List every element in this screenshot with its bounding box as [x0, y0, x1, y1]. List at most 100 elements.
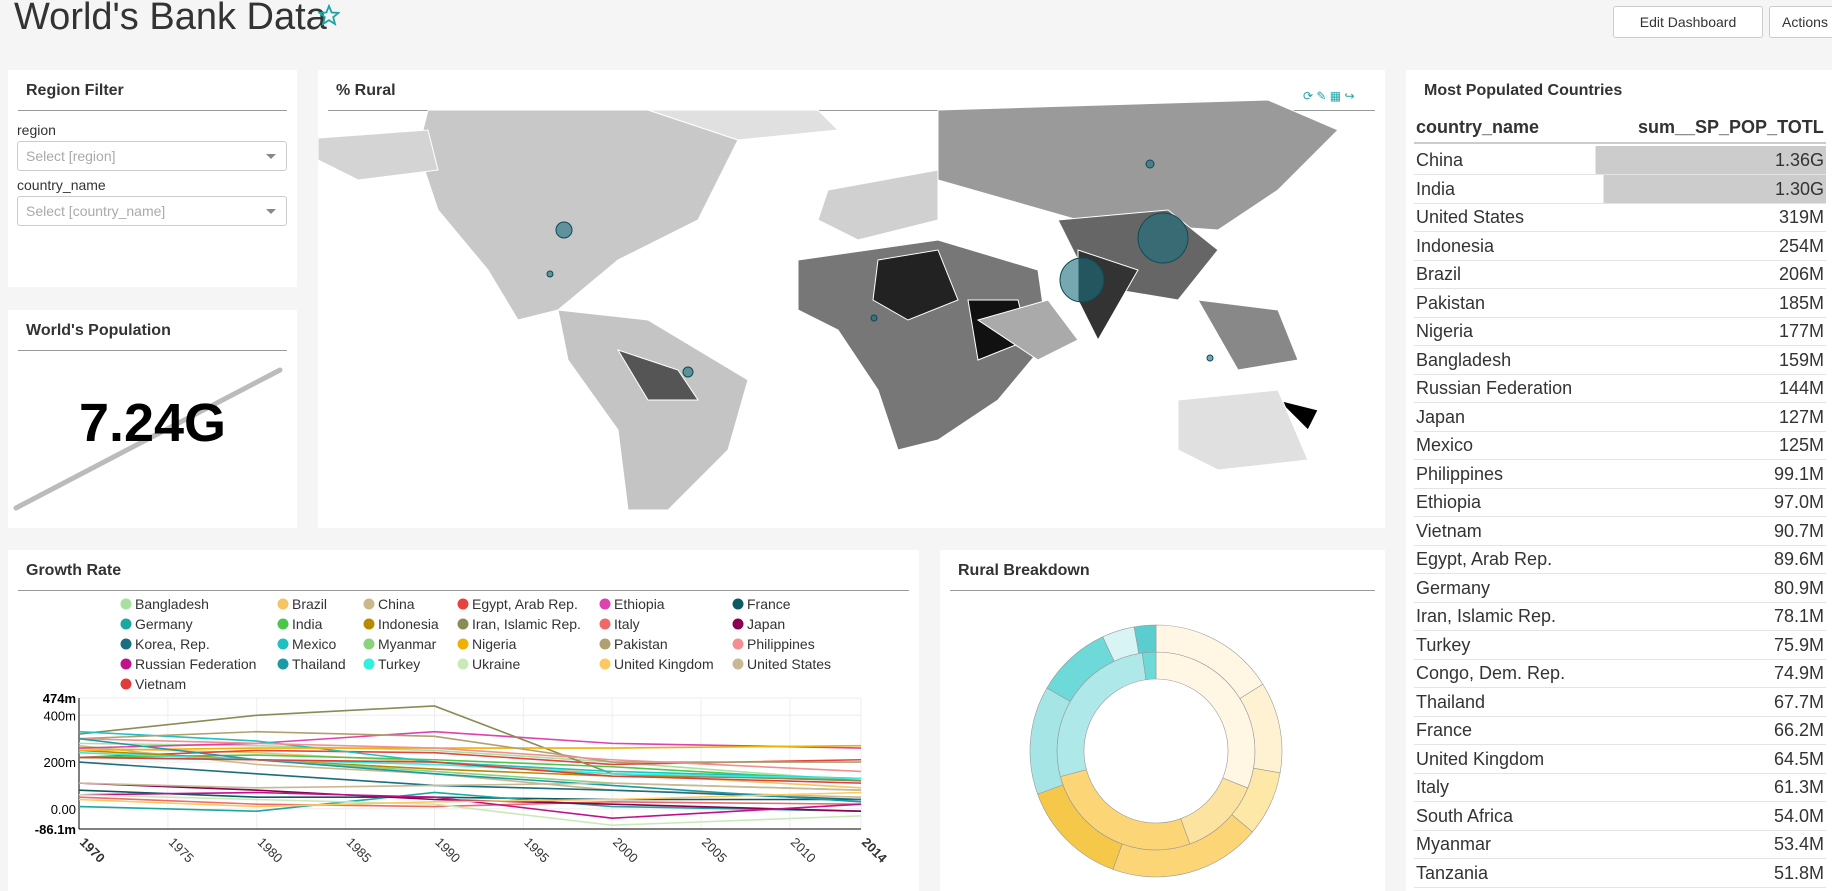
table-row: Vietnam 90.7M	[1414, 517, 1826, 546]
select-box[interactable]: Select [country_name]	[17, 196, 287, 226]
panel-title: Most Populated Countries	[1424, 82, 1623, 99]
map-panel: % Rural ⟳ ✎ ▦ ↪	[318, 70, 1385, 528]
divider	[18, 590, 909, 591]
actions-button[interactable]: Actions	[1769, 6, 1832, 38]
cell: 53.4M	[1773, 834, 1824, 854]
select-box[interactable]: Select [region]	[17, 141, 287, 171]
cell: 319M	[1778, 207, 1824, 227]
table-row: India 1.30G	[1414, 174, 1826, 204]
cell: 90.7M	[1773, 520, 1824, 541]
cell: 1.30G	[1774, 178, 1824, 199]
dashboard-title: World's Bank Data	[14, 0, 327, 38]
cell: 78.1M	[1773, 606, 1824, 626]
cell: Germany	[1416, 577, 1491, 598]
cell: 74.9M	[1773, 663, 1824, 683]
cell: Korea, Rep.	[1416, 887, 1512, 891]
cell: Japan	[1416, 406, 1466, 427]
table-row: Turkey 75.9M	[1414, 631, 1826, 660]
cell: 99.1M	[1773, 463, 1824, 484]
cell: 51.8M	[1773, 862, 1824, 883]
cell: Brazil	[1416, 264, 1462, 284]
cell: Tanzania	[1416, 862, 1489, 883]
cell: China	[1416, 150, 1464, 170]
table-row: Tanzania 51.8M	[1414, 859, 1826, 888]
cell: 206M	[1778, 264, 1824, 284]
cell: 64.5M	[1773, 748, 1824, 769]
table-row: South Africa 54.0M	[1414, 802, 1826, 831]
table-row: Mexico 125M	[1414, 431, 1826, 460]
table-row: Myanmar 53.4M	[1414, 830, 1826, 859]
cell: Mexico	[1416, 435, 1474, 455]
cell: Ethiopia	[1416, 492, 1482, 512]
cell: 75.9M	[1773, 634, 1824, 655]
cell: 125M	[1778, 435, 1824, 455]
cell: 50.4M	[1774, 887, 1824, 891]
cell: 80.9M	[1773, 577, 1824, 598]
sunburst-segment	[1133, 624, 1157, 654]
cell: 1.36G	[1774, 150, 1824, 170]
table-row: Iran, Islamic Rep. 78.1M	[1414, 602, 1826, 631]
cell: Thailand	[1416, 691, 1486, 712]
cell: India	[1416, 178, 1456, 199]
table-row: United States 319M	[1414, 203, 1826, 232]
table-panel: Most Populated Countries country_name su…	[1406, 70, 1832, 891]
edit-dashboard-button[interactable]: Edit Dashboard	[1613, 6, 1763, 38]
cell: United Kingdom	[1416, 748, 1545, 769]
cell: Vietnam	[1416, 520, 1482, 541]
divider	[328, 110, 1375, 111]
growth-rate-panel: Growth Rate	[8, 550, 919, 891]
cell: France	[1416, 720, 1473, 740]
table-row: Ethiopia 97.0M	[1414, 488, 1826, 517]
panel-title: Growth Rate	[26, 562, 122, 579]
cell: Philippines	[1416, 463, 1504, 484]
cell: Nigeria	[1416, 321, 1474, 341]
cell: Turkey	[1416, 634, 1471, 655]
cell: 185M	[1778, 292, 1824, 313]
divider	[950, 590, 1375, 591]
cell: 254M	[1778, 235, 1824, 256]
cell: 97.0M	[1773, 492, 1824, 512]
sparkline	[13, 367, 283, 511]
divider	[18, 110, 287, 111]
column-header[interactable]: sum__SP_POP_TOTL	[1638, 117, 1824, 137]
cell: 61.3M	[1773, 777, 1824, 797]
cell: Myanmar	[1416, 834, 1492, 854]
favorite-star[interactable]	[318, 4, 340, 26]
world-map: ⟳ ✎ ▦ ↪	[318, 89, 1355, 511]
table-row: Russian Federation 144M	[1414, 374, 1826, 403]
panel-title: World's Population	[26, 322, 171, 339]
table-row: Japan 127M	[1414, 403, 1826, 432]
panel-title: Rural Breakdown	[958, 562, 1090, 579]
table-row: United Kingdom 64.5M	[1414, 745, 1826, 774]
cell: Pakistan	[1416, 292, 1486, 313]
cell: 54.0M	[1773, 805, 1824, 826]
table-row: Brazil 206M	[1414, 260, 1826, 289]
cell: 159M	[1778, 349, 1824, 370]
field-label: region	[17, 122, 56, 138]
cell: Congo, Dem. Rep.	[1416, 663, 1566, 683]
table-row: Pakistan 185M	[1414, 289, 1826, 318]
cell: 67.7M	[1773, 691, 1824, 712]
divider	[18, 350, 287, 351]
table-row: Korea, Rep. 50.4M	[1414, 887, 1826, 891]
table-row: France 66.2M	[1414, 716, 1826, 745]
cell: Italy	[1416, 777, 1450, 797]
cell: 144M	[1778, 378, 1824, 398]
cell: 127M	[1778, 406, 1824, 427]
toolbar-icons[interactable]: ⟳ ✎ ▦ ↪	[1303, 89, 1355, 103]
panel-title: % Rural	[336, 82, 396, 99]
world-population-panel: World's Population 7.24G	[8, 310, 297, 528]
table-row: Congo, Dem. Rep. 74.9M	[1414, 659, 1826, 688]
table-row: Germany 80.9M	[1414, 574, 1826, 603]
panel-title: Region Filter	[26, 82, 124, 99]
rural-breakdown-panel: Rural Breakdown	[940, 550, 1385, 891]
header-row: country_name sum__SP_POP_TOTL	[1414, 112, 1826, 144]
region-filter-panel: Region Filter region Select [region] cou…	[8, 70, 297, 287]
column-header[interactable]: country_name	[1416, 117, 1540, 137]
table-row: Thailand 67.7M	[1414, 688, 1826, 717]
cell: Bangladesh	[1416, 349, 1512, 370]
cell: 177M	[1778, 321, 1824, 341]
table-row: Bangladesh 159M	[1414, 346, 1826, 375]
cell: United States	[1416, 207, 1525, 227]
